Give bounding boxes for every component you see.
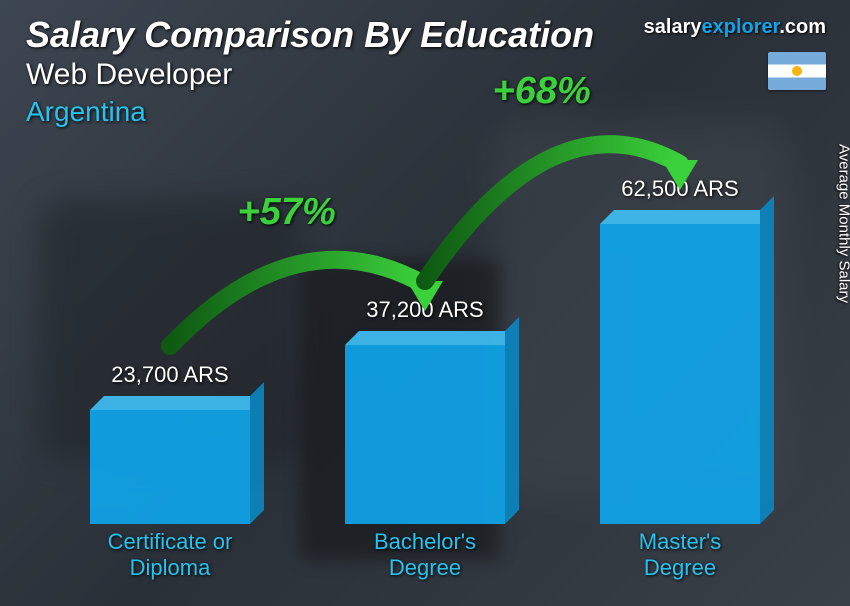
bar xyxy=(90,410,250,524)
bar xyxy=(345,345,505,524)
bar-label: Bachelor'sDegree xyxy=(325,529,525,580)
flag-icon xyxy=(768,52,826,90)
bar-value: 23,700 ARS xyxy=(70,362,270,388)
bar xyxy=(600,224,760,524)
branding: salaryexplorer.com xyxy=(644,16,826,39)
country-label: Argentina xyxy=(26,96,146,128)
page-subtitle: Web Developer xyxy=(26,58,232,92)
brand-part1: salary xyxy=(644,16,702,38)
increase-percent: +57% xyxy=(238,191,336,234)
infographic-canvas: Salary Comparison By Education Web Devel… xyxy=(0,0,850,606)
bar-label: Master'sDegree xyxy=(580,529,780,580)
page-title: Salary Comparison By Education xyxy=(26,14,594,56)
brand-part2: explorer xyxy=(701,16,779,38)
bar-label: Certificate orDiploma xyxy=(70,529,270,580)
bar-value: 37,200 ARS xyxy=(325,297,525,323)
y-axis-label: Average Monthly Salary xyxy=(836,144,850,303)
bar-chart: 23,700 ARS Certificate orDiploma 37,200 AR… xyxy=(40,150,790,580)
brand-part3: .com xyxy=(779,16,826,38)
increase-percent: +68% xyxy=(493,70,591,113)
bar-value: 62,500 ARS xyxy=(580,176,780,202)
